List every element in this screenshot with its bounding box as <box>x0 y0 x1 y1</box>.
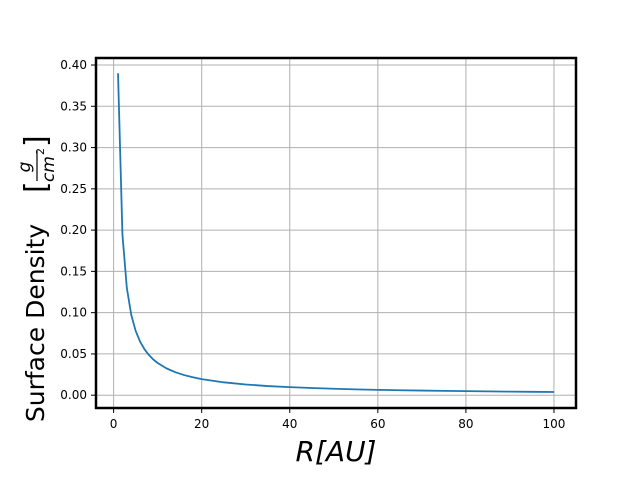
x-axis-title-main: R <box>296 435 315 468</box>
plot-frame <box>94 56 578 410</box>
x-tick-label: 60 <box>370 417 385 431</box>
y-axis-title: Surface Density [ g cm 2 ] <box>15 135 59 422</box>
grid <box>96 58 576 408</box>
series-layer <box>117 73 554 393</box>
x-tick-label: 40 <box>282 417 297 431</box>
y-tick-label: 0.10 <box>60 306 87 320</box>
y-axis-title-unit-numerator: g <box>15 161 35 172</box>
y-axis-title-main: Surface Density <box>21 224 50 422</box>
y-tick-label: 0.05 <box>60 347 87 361</box>
y-tick-label: 0.30 <box>60 141 87 155</box>
x-tick-label: 100 <box>543 417 566 431</box>
y-tick-label: 0.15 <box>60 264 87 278</box>
y-axis-title-bracket-open: [ <box>19 181 54 193</box>
y-axis-title-unit-exponent: 2 <box>34 148 47 155</box>
y-axis-title-bracket-close: ] <box>19 135 54 147</box>
x-axis-ticks: 0 20 40 60 80 100 <box>110 408 566 431</box>
y-tick-label: 0.25 <box>60 182 87 196</box>
y-tick-label: 0.40 <box>60 58 87 72</box>
y-tick-label: 0.20 <box>60 223 87 237</box>
x-tick-label: 20 <box>194 417 209 431</box>
y-axis-ticks: 0.00 0.05 0.10 0.15 0.20 0.25 0.30 0.35 0.40 <box>60 58 96 402</box>
x-axis-title: R[AU] <box>296 435 377 468</box>
x-tick-label: 0 <box>110 417 118 431</box>
series-line-0 <box>117 73 554 393</box>
y-tick-label: 0.00 <box>60 388 87 402</box>
y-tick-label: 0.35 <box>60 99 87 113</box>
x-axis-title-unit: [AU] <box>315 435 377 468</box>
y-axis-title-unit-denominator: cm <box>39 156 59 182</box>
x-tick-label: 80 <box>458 417 473 431</box>
